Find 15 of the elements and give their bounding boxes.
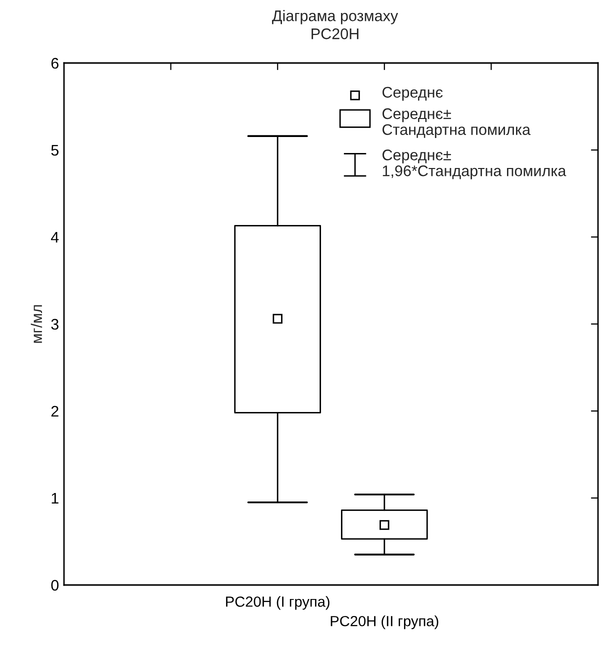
annotation: Середнє± 1,96*Стандартна помилка — [382, 150, 566, 180]
chart-subtitle: PC20H — [312, 28, 358, 40]
y-tick-label: 5 — [51, 145, 58, 156]
annotation: Середнє± Стандартна помилка — [382, 108, 531, 138]
x-tick-label: PC20H (I група) — [226, 596, 330, 610]
y-tick-label: 1 — [52, 493, 58, 504]
chart-title: Діаграма розмаху — [272, 10, 398, 24]
y-tick-label: 6 — [51, 58, 58, 69]
annotation: Середнє — [382, 86, 443, 101]
y-tick-label: 2 — [51, 406, 58, 417]
y-tick-label: 0 — [51, 580, 59, 591]
y-tick-label: 3 — [51, 318, 58, 330]
x-tick-label: PC20H (II група) — [330, 616, 438, 630]
y-tick-label: 4 — [50, 232, 59, 243]
y-axis-title: мг/мл — [30, 305, 42, 343]
